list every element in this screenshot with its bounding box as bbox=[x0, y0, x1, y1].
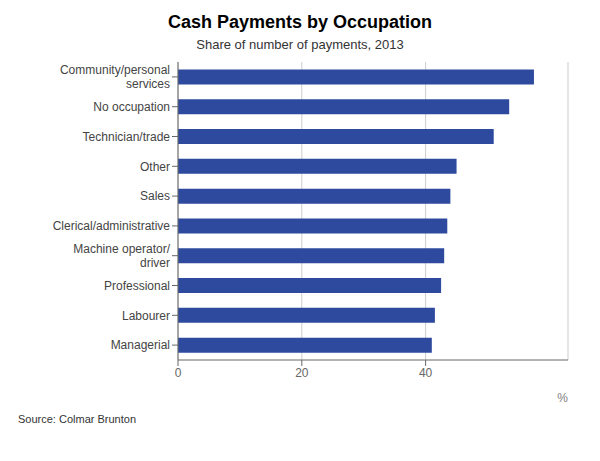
svg-text:Professional: Professional bbox=[104, 279, 170, 293]
svg-text:0: 0 bbox=[175, 366, 182, 380]
svg-text:%: % bbox=[557, 391, 568, 405]
svg-text:Other: Other bbox=[140, 160, 170, 174]
svg-text:Sales: Sales bbox=[140, 189, 170, 203]
svg-text:Technician/trade: Technician/trade bbox=[83, 130, 171, 144]
html-text:Share of number of payments, 2: Share of number of payments, 2013 bbox=[196, 37, 404, 52]
svg-text:No occupation: No occupation bbox=[93, 100, 170, 114]
svg-text:Managerial: Managerial bbox=[111, 338, 170, 352]
svg-text:Labourer: Labourer bbox=[122, 309, 170, 323]
svg-text:40: 40 bbox=[419, 366, 433, 380]
html-text:Cash Payments by Occupation: Cash Payments by Occupation bbox=[168, 12, 432, 32]
svg-text:Machine operator/driver: Machine operator/driver bbox=[73, 242, 170, 270]
html-text:Source: Colmar Brunton: Source: Colmar Brunton bbox=[18, 413, 136, 425]
svg-text:Clerical/administrative: Clerical/administrative bbox=[53, 219, 171, 233]
svg-text:20: 20 bbox=[295, 366, 309, 380]
svg-text:Community/personalservices: Community/personalservices bbox=[60, 63, 170, 91]
